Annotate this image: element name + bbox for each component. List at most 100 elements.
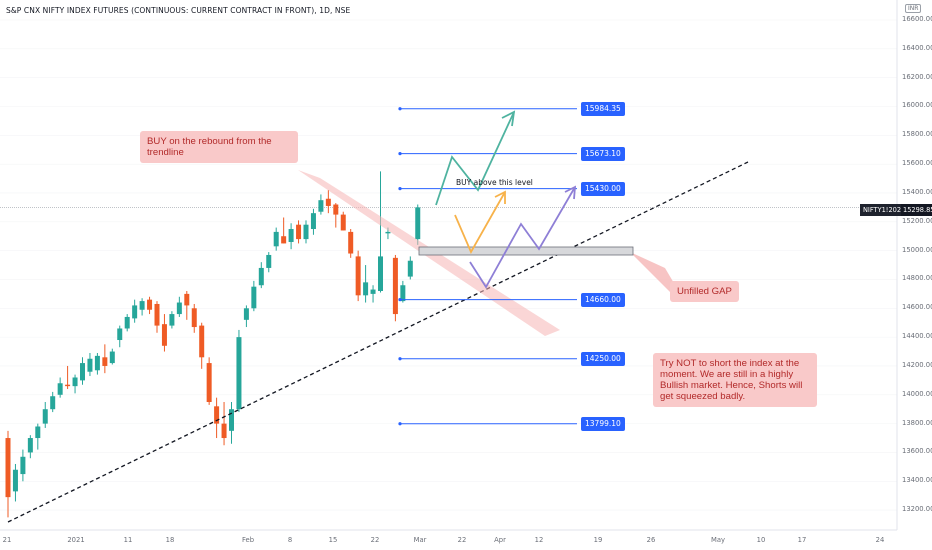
candle	[348, 229, 354, 258]
candle-body	[94, 355, 100, 371]
candle-body	[132, 305, 138, 319]
price-level-label[interactable]: 13799.10	[581, 416, 625, 431]
candle-body	[288, 229, 294, 242]
candle-body	[296, 224, 302, 240]
candle-body	[169, 314, 175, 326]
candle-body	[251, 286, 257, 309]
candle	[333, 203, 339, 228]
candle	[72, 374, 78, 394]
candle	[340, 211, 346, 231]
candle-body	[12, 469, 18, 492]
arrowhead-orange	[494, 190, 506, 204]
x-tick-label: 17	[797, 536, 807, 544]
candle-body	[147, 299, 153, 310]
candle-body	[221, 423, 227, 439]
candle-body	[199, 325, 205, 358]
price-level-label[interactable]: 14250.00	[581, 351, 625, 366]
candle	[42, 401, 48, 428]
x-tick-label: 10	[756, 536, 766, 544]
arrowhead-green	[501, 110, 516, 127]
x-tick-label: 22	[457, 536, 467, 544]
annotation-advice[interactable]: Try NOT to short the index at the moment…	[653, 353, 817, 407]
candle	[392, 254, 398, 322]
candle-body	[50, 396, 56, 410]
annotation-buy-rebound[interactable]: BUY on the rebound from the trendline	[140, 131, 298, 163]
candle	[169, 311, 175, 329]
y-tick-label: 15400.00	[902, 187, 932, 196]
price-level-label[interactable]: 15984.35	[581, 101, 625, 116]
candle	[310, 208, 316, 235]
y-tick-label: 14600.00	[902, 303, 932, 312]
candle	[176, 296, 182, 317]
candle-body	[229, 409, 234, 431]
candle-body	[35, 426, 41, 439]
candle	[102, 344, 108, 374]
candle	[5, 430, 11, 518]
candle-body	[348, 231, 354, 254]
candle-body	[102, 357, 108, 366]
candle-body	[310, 213, 316, 230]
candle	[94, 352, 100, 375]
x-tick-label: 11	[123, 536, 133, 544]
candle	[229, 401, 234, 444]
x-tick-label: 24	[875, 536, 885, 544]
candle-body	[139, 301, 145, 310]
candle-body	[42, 409, 48, 424]
unfilled-gap-box[interactable]	[418, 246, 634, 256]
x-tick-label: 21	[2, 536, 12, 544]
y-tick-label: 13400.00	[902, 476, 932, 485]
candle-body	[191, 308, 197, 328]
candle	[80, 357, 85, 385]
price-level-label[interactable]: 15673.10	[581, 146, 625, 161]
y-tick-label: 14200.00	[902, 360, 932, 369]
candle	[199, 322, 205, 369]
candle	[318, 194, 324, 215]
candle-body	[407, 260, 413, 277]
candle-body	[333, 204, 339, 215]
x-tick-label: 2021	[67, 536, 85, 544]
candle	[296, 220, 302, 244]
annotation-unfilled-gap[interactable]: Unfilled GAP	[670, 281, 739, 302]
candle-body	[161, 324, 167, 346]
y-tick-label: 16000.00	[902, 101, 932, 110]
candle	[27, 435, 33, 459]
candle	[139, 298, 145, 316]
candle	[221, 401, 227, 446]
candle	[109, 348, 115, 365]
candle-body	[370, 289, 376, 294]
candle	[258, 262, 264, 289]
candle-body	[266, 254, 272, 268]
candle	[400, 280, 406, 303]
candle-body	[65, 384, 71, 387]
candle-body	[281, 236, 287, 244]
candle	[325, 190, 331, 214]
candle	[117, 325, 123, 348]
candle	[124, 314, 130, 332]
y-tick-label: 15800.00	[902, 130, 932, 139]
candle-body	[385, 231, 391, 234]
buy-level-text[interactable]: BUY above this level	[456, 178, 533, 187]
candle-body	[303, 224, 309, 240]
x-tick-label: Mar	[413, 536, 427, 544]
x-tick-label: 15	[328, 536, 338, 544]
price-level-anchor	[398, 152, 402, 156]
y-tick-label: 13200.00	[902, 505, 932, 514]
x-tick-label: 22	[370, 536, 380, 544]
y-tick-label: 16400.00	[902, 43, 932, 52]
currency-badge[interactable]: INR	[905, 4, 922, 13]
projection-path-green	[435, 111, 515, 206]
candle-body	[214, 406, 220, 424]
candle-body	[184, 293, 190, 306]
candle-body	[392, 257, 398, 315]
candle	[132, 299, 138, 323]
y-tick-label: 15000.00	[902, 245, 932, 254]
price-level-label[interactable]: 14660.00	[581, 292, 625, 307]
price-level-anchor	[398, 422, 402, 426]
y-tick-label: 14800.00	[902, 274, 932, 283]
candle-body	[325, 198, 331, 206]
candle	[378, 171, 383, 293]
price-level-label[interactable]: 15430.00	[581, 181, 625, 196]
x-tick-label: Apr	[494, 536, 506, 544]
callout-pointer-2	[630, 252, 678, 292]
